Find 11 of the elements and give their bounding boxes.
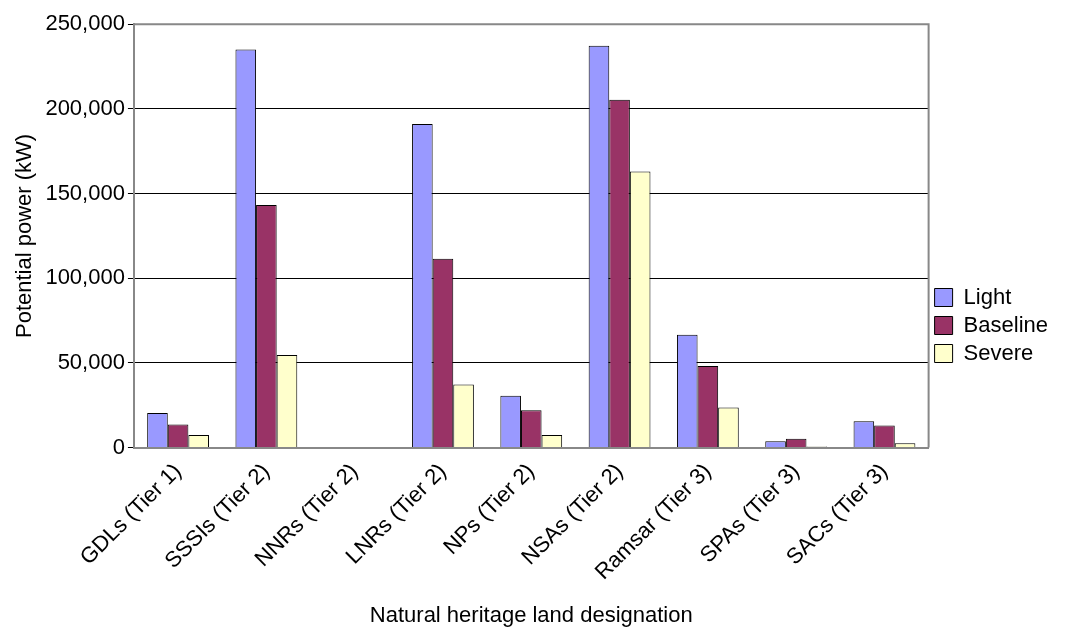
- y-tick-label: 250,000: [45, 10, 125, 36]
- legend-label: Light: [963, 283, 1012, 309]
- legend-label: Severe: [963, 339, 1034, 365]
- y-tick-label: 50,000: [57, 348, 125, 374]
- y-tick-label: 150,000: [45, 179, 125, 205]
- y-tick-label: 0: [112, 433, 125, 459]
- legend-label: Baseline: [963, 311, 1048, 337]
- y-tick-label: 100,000: [45, 264, 125, 290]
- y-axis-title: Potential power (kW): [11, 133, 37, 338]
- y-tick-label: 200,000: [45, 94, 125, 120]
- x-axis-title: Natural heritage land designation: [369, 601, 693, 627]
